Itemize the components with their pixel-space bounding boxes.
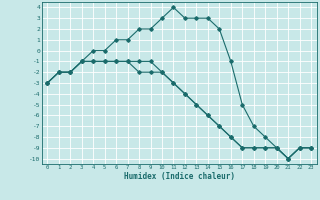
X-axis label: Humidex (Indice chaleur): Humidex (Indice chaleur) [124, 172, 235, 181]
